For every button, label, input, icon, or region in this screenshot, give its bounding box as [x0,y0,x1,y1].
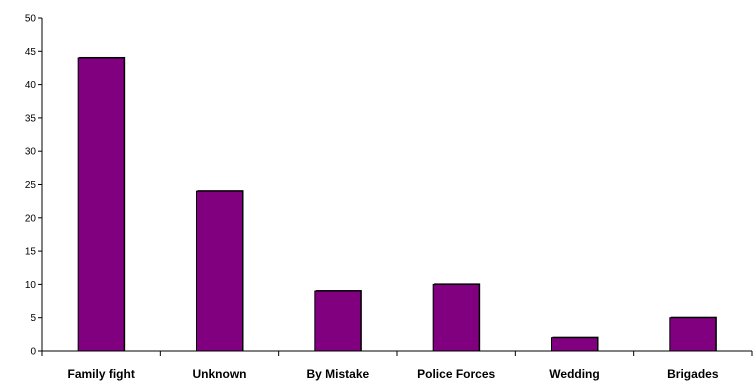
bar-police-forces [432,283,480,352]
x-labels-group: Family fight Unknown By Mistake Police Forc… [67,367,718,381]
x-category-label: Family fight [67,367,134,381]
y-tick-label: 5 [30,313,36,324]
y-tick-label: 40 [25,80,37,91]
y-tick-label: 50 [25,14,37,25]
x-category-label: Wedding [549,367,599,381]
y-tick-label: 20 [25,213,37,224]
x-category-label: Brigades [667,367,719,381]
bar-wedding [551,337,598,352]
y-tick-label: 30 [25,147,37,158]
bar-family-fight [77,57,125,352]
bar-by-mistake [314,290,362,352]
y-tick-label: 45 [25,47,37,58]
bar-brigades [669,317,717,352]
y-ticks-group: 0 5 10 15 20 25 30 35 40 45 50 [25,14,42,358]
y-tick-label: 15 [25,247,37,258]
x-category-label: Police Forces [417,367,495,381]
y-tick-label: 35 [25,113,37,124]
y-tick-label: 25 [25,180,37,191]
bar-unknown [196,190,243,352]
y-tick-label: 0 [30,347,36,358]
x-category-label: Unknown [193,367,247,381]
bars-group [77,56,717,352]
y-tick-label: 10 [25,280,37,291]
axes-group [41,18,753,356]
x-category-label: By Mistake [306,367,369,381]
